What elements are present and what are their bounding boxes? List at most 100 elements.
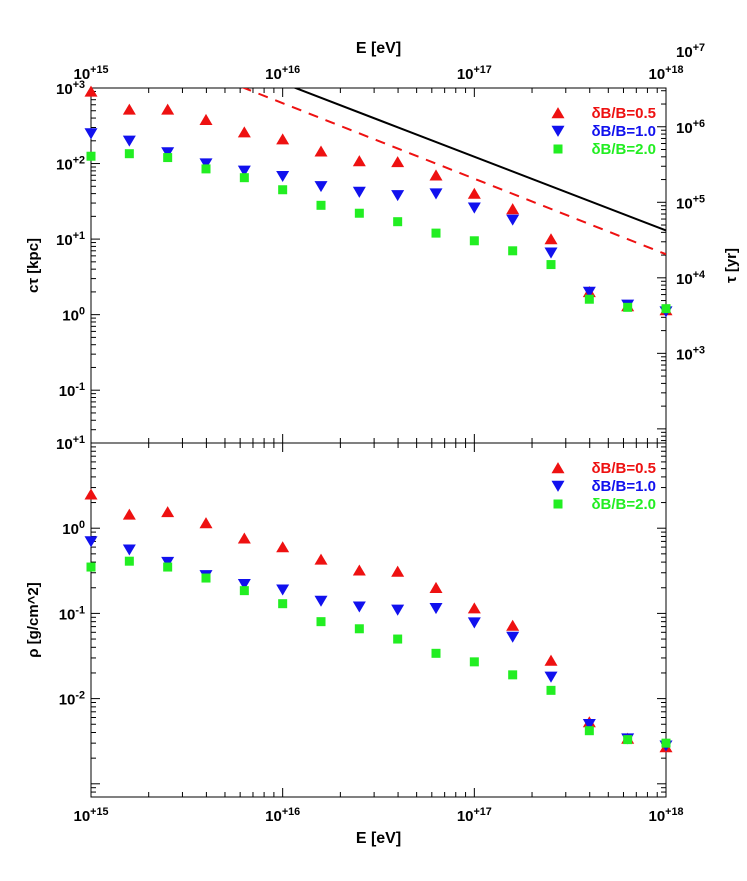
x-tick-label-base: 10 bbox=[648, 808, 665, 825]
data-point bbox=[276, 133, 290, 145]
data-point bbox=[393, 217, 403, 227]
data-point bbox=[429, 188, 443, 200]
y-tick-label-base: 10 bbox=[62, 521, 79, 538]
x-top-axis-label: E [eV] bbox=[356, 40, 401, 57]
y2-tick-label-exp: +7 bbox=[693, 42, 705, 54]
data-point bbox=[278, 185, 288, 195]
y2-tick-label: 10+4 bbox=[676, 269, 705, 288]
legend-marker bbox=[553, 499, 563, 509]
data-point bbox=[506, 631, 520, 643]
x-tick-label-base: 10 bbox=[73, 808, 90, 825]
y-tick-label: 100 bbox=[62, 519, 85, 538]
data-point bbox=[199, 113, 213, 125]
y-tick-label-exp: +1 bbox=[73, 230, 85, 242]
y-tick-label-exp: +1 bbox=[73, 434, 85, 446]
data-point bbox=[86, 151, 96, 161]
data-point bbox=[354, 208, 364, 218]
y2-tick-label-base: 10 bbox=[676, 120, 693, 137]
data-point bbox=[429, 169, 443, 181]
y-tick-label-base: 10 bbox=[59, 692, 76, 709]
data-point bbox=[469, 236, 479, 246]
legend-label: δB/B=0.5 bbox=[591, 105, 656, 122]
y-tick-label-base: 10 bbox=[56, 436, 73, 453]
legend-label: δB/B=1.0 bbox=[591, 478, 656, 495]
legend-label: δB/B=0.5 bbox=[591, 460, 656, 477]
data-point bbox=[544, 247, 558, 259]
data-point bbox=[237, 532, 251, 544]
series-1-bottom bbox=[84, 536, 673, 752]
data-point bbox=[546, 685, 556, 695]
y2-tick-label: 10+6 bbox=[676, 118, 705, 137]
data-point bbox=[469, 657, 479, 667]
data-point bbox=[163, 562, 173, 572]
data-point bbox=[467, 602, 481, 614]
data-point bbox=[124, 556, 134, 566]
legend-label: δB/B=1.0 bbox=[591, 123, 656, 140]
y-tick-label-base: 10 bbox=[56, 81, 73, 98]
x-tick-label: 10+18 bbox=[648, 806, 683, 825]
data-point bbox=[161, 147, 175, 159]
x-tick-label-exp: +17 bbox=[474, 806, 492, 818]
data-point bbox=[584, 726, 594, 736]
data-point bbox=[506, 203, 520, 215]
data-point bbox=[122, 103, 136, 115]
x-top-tick-label: 10+16 bbox=[265, 64, 300, 83]
y-tick-label-exp: 0 bbox=[79, 306, 85, 318]
data-point bbox=[314, 595, 328, 607]
data-point bbox=[391, 565, 405, 577]
data-point bbox=[506, 214, 520, 226]
y2-tick-label-exp: +3 bbox=[693, 344, 705, 356]
x-top-tick-label: 10+17 bbox=[457, 64, 492, 83]
y2-tick-label-base: 10 bbox=[676, 195, 693, 212]
data-point bbox=[122, 508, 136, 520]
data-point bbox=[239, 586, 249, 596]
x-tick-label-base: 10 bbox=[457, 808, 474, 825]
y2-tick-label-exp: +4 bbox=[693, 269, 705, 281]
series-0-bottom bbox=[84, 488, 673, 753]
y2-axis-label: τ [yr] bbox=[723, 248, 740, 283]
x-tick-label-exp: +16 bbox=[282, 806, 300, 818]
y-tick-label: 10+3 bbox=[56, 79, 85, 98]
data-point bbox=[352, 155, 366, 167]
x-top-tick-label-exp: +17 bbox=[474, 64, 492, 76]
data-point bbox=[584, 294, 594, 304]
x-tick-label-base: 10 bbox=[265, 808, 282, 825]
data-point bbox=[623, 302, 633, 312]
y-tick-label: 10-2 bbox=[59, 690, 85, 709]
x-top-tick-label: 10+18 bbox=[648, 64, 683, 83]
y-axis-label: ρ [g/cm^2] bbox=[25, 582, 42, 658]
data-point bbox=[582, 286, 596, 298]
data-point bbox=[316, 617, 326, 627]
y2-tick-label: 10+7 bbox=[676, 42, 705, 61]
legend-marker bbox=[551, 107, 565, 119]
y-tick-label: 10+1 bbox=[56, 434, 85, 453]
data-point bbox=[391, 190, 405, 202]
dashed-reference-line bbox=[241, 88, 666, 256]
x-tick-label-exp: +15 bbox=[90, 806, 108, 818]
data-point bbox=[161, 556, 175, 568]
data-point bbox=[661, 304, 671, 314]
x-top-tick-label-base: 10 bbox=[648, 66, 665, 83]
y-tick-label: 100 bbox=[62, 306, 85, 325]
x-top-tick-label-base: 10 bbox=[457, 66, 474, 83]
data-point bbox=[122, 544, 136, 556]
data-point bbox=[393, 634, 403, 644]
series-2-top bbox=[86, 149, 671, 314]
data-point bbox=[163, 153, 173, 163]
x-top-tick-label-exp: +18 bbox=[665, 64, 683, 76]
data-point bbox=[124, 149, 134, 159]
legend-label: δB/B=2.0 bbox=[591, 141, 656, 158]
data-point bbox=[544, 233, 558, 245]
y-tick-label-exp: +3 bbox=[73, 79, 85, 91]
data-point bbox=[314, 181, 328, 193]
data-point bbox=[352, 601, 366, 613]
x-top-tick-label-exp: +15 bbox=[90, 64, 108, 76]
data-point bbox=[276, 584, 290, 596]
data-point bbox=[508, 670, 518, 680]
data-point bbox=[431, 648, 441, 658]
x-top-tick-label-base: 10 bbox=[265, 66, 282, 83]
data-point bbox=[201, 573, 211, 583]
y2-tick-label-exp: +6 bbox=[693, 118, 705, 130]
y2-tick-label-exp: +5 bbox=[693, 193, 705, 205]
